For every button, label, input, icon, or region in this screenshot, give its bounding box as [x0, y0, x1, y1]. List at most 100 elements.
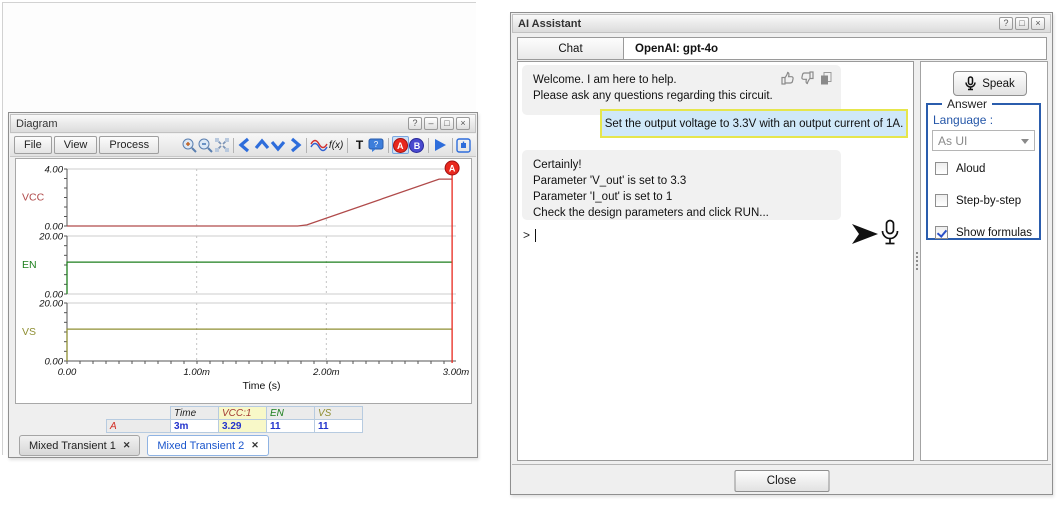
- cursor-table-row-a: A 3m 3.29 11 11: [106, 419, 363, 433]
- col-header-vs: VS: [314, 406, 363, 420]
- toolbar-separator: [306, 137, 307, 153]
- cursor-table: Time VCC:1 EN VS A 3m 3.29 11 11: [106, 406, 363, 433]
- checkbox-label: Show formulas: [956, 226, 1033, 239]
- language-selected-value: As UI: [938, 133, 968, 148]
- menu-file[interactable]: File: [14, 136, 52, 154]
- svg-text:20.00: 20.00: [38, 299, 63, 310]
- help-button[interactable]: ?: [408, 117, 422, 130]
- prompt-symbol: >: [523, 228, 531, 242]
- close-dialog-button[interactable]: Close: [734, 470, 829, 492]
- tab-label: Mixed Transient 1: [29, 439, 116, 452]
- model-label: OpenAI: gpt-4o: [635, 42, 719, 55]
- checkbox-box[interactable]: [935, 194, 948, 207]
- tab-label: Mixed Transient 2: [157, 439, 245, 452]
- svg-text:2.00m: 2.00m: [312, 367, 339, 378]
- answer-group: Answer Language : As UI Aloud Step-by-st…: [926, 97, 1041, 240]
- minimize-button[interactable]: –: [424, 117, 438, 130]
- checkbox-box[interactable]: [935, 162, 948, 175]
- cursor-b-button[interactable]: B: [409, 136, 426, 154]
- assistant-message: Certainly! Parameter 'V_out' is set to 3…: [522, 150, 841, 220]
- send-button[interactable]: [851, 223, 879, 250]
- zoom-in-icon[interactable]: [180, 136, 197, 154]
- export-window-icon[interactable]: [456, 136, 473, 154]
- svg-text:A: A: [449, 164, 456, 174]
- zoom-out-icon[interactable]: [197, 136, 214, 154]
- close-button[interactable]: ×: [1031, 17, 1045, 30]
- cursor-b-icon: B: [409, 137, 425, 153]
- tab-close-icon[interactable]: ✕: [251, 440, 259, 450]
- col-header-vcc: VCC:1: [218, 406, 267, 420]
- message-line: Check the design parameters and click RU…: [533, 207, 769, 219]
- cursor-a-button[interactable]: A: [391, 136, 409, 154]
- thumbs-down-icon[interactable]: [799, 70, 815, 86]
- splitter-grip: [916, 260, 918, 262]
- thumbs-up-icon[interactable]: [780, 70, 796, 86]
- nav-down-icon[interactable]: [270, 136, 287, 154]
- panel-splitter[interactable]: [914, 61, 920, 461]
- table-corner-cell: [107, 407, 171, 420]
- hint-bubble-icon[interactable]: ?: [368, 136, 385, 154]
- speak-button[interactable]: Speak: [953, 71, 1027, 96]
- diagram-toolbar: File View Process f(x): [10, 134, 476, 157]
- language-label: Language :: [933, 113, 994, 127]
- svg-text:?: ?: [374, 140, 379, 149]
- copy-icon[interactable]: [818, 70, 834, 86]
- svg-text:0.00: 0.00: [45, 357, 64, 368]
- toolbar-separator: [347, 137, 349, 153]
- value-vcc: 3.29: [218, 419, 267, 433]
- chat-input[interactable]: >: [523, 228, 537, 242]
- plot-area[interactable]: 4.00 0.00 VCC 20.00 0.00 EN 20.00 0.00 VS 0.00 1.0…: [15, 158, 472, 404]
- row-label-a: A: [106, 419, 171, 433]
- maximize-button[interactable]: □: [440, 117, 454, 130]
- svg-text:VCC: VCC: [22, 192, 45, 204]
- message-line: Welcome. I am here to help.: [533, 74, 677, 86]
- nav-left-icon[interactable]: [237, 136, 254, 154]
- formula-icon[interactable]: f(x): [328, 139, 344, 151]
- splitter-grip: [916, 264, 918, 266]
- checkbox-step-by-step[interactable]: Step-by-step: [935, 194, 1021, 207]
- user-message: Set the output voltage to 3.3V with an o…: [600, 109, 908, 138]
- ai-titlebar[interactable]: AI Assistant ? □ ×: [512, 14, 1051, 33]
- toolbar-separator: [387, 137, 389, 153]
- tab-mixed-transient-1[interactable]: Mixed Transient 1 ✕: [19, 435, 141, 456]
- svg-text:1.00m: 1.00m: [183, 367, 209, 378]
- ai-tab-row: Chat OpenAI: gpt-4o: [517, 37, 1047, 60]
- checkbox-aloud[interactable]: Aloud: [935, 162, 985, 175]
- microphone-icon: [965, 76, 976, 91]
- nav-right-icon[interactable]: [286, 136, 303, 154]
- chat-panel: Welcome. I am here to help. Please ask a…: [517, 61, 914, 461]
- maximize-button[interactable]: □: [1015, 17, 1029, 30]
- help-button[interactable]: ?: [999, 17, 1013, 30]
- message-line: Parameter 'I_out' is set to 1: [533, 191, 673, 203]
- tab-mixed-transient-2[interactable]: Mixed Transient 2 ✕: [147, 435, 269, 456]
- diagram-titlebar[interactable]: Diagram ? – □ ×: [10, 114, 476, 133]
- text-tool-icon[interactable]: T: [355, 138, 364, 152]
- svg-text:0.00: 0.00: [58, 367, 77, 378]
- message-line: Please ask any questions regarding this …: [533, 90, 773, 102]
- svg-text:0.00: 0.00: [45, 290, 64, 301]
- microphone-button[interactable]: [879, 219, 901, 251]
- menu-view[interactable]: View: [53, 136, 98, 154]
- splitter-grip: [916, 252, 918, 254]
- zoom-fit-icon[interactable]: [213, 136, 230, 154]
- run-icon[interactable]: [432, 136, 449, 154]
- toolbar-separator: [232, 137, 234, 153]
- curves-icon[interactable]: [310, 136, 328, 154]
- tab-chat[interactable]: Chat: [518, 38, 624, 59]
- toolbar-separator: [428, 137, 430, 153]
- message-line: Certainly!: [533, 159, 582, 171]
- tab-close-icon[interactable]: ✕: [122, 440, 131, 450]
- diagram-tab-bar: Mixed Transient 1 ✕ Mixed Transient 2 ✕: [19, 435, 269, 456]
- checkbox-show-formulas[interactable]: Show formulas: [935, 226, 1032, 239]
- nav-up-icon[interactable]: [253, 136, 270, 154]
- col-header-en: EN: [266, 406, 315, 420]
- feedback-icons: [780, 70, 834, 86]
- menu-process[interactable]: Process: [99, 136, 160, 154]
- language-select[interactable]: As UI: [932, 130, 1035, 151]
- checkbox-box[interactable]: [935, 226, 948, 239]
- svg-text:EN: EN: [22, 259, 37, 271]
- diagram-window: Diagram ? – □ × File View Process: [8, 112, 478, 458]
- close-button[interactable]: ×: [456, 117, 470, 130]
- splitter-grip: [916, 256, 918, 258]
